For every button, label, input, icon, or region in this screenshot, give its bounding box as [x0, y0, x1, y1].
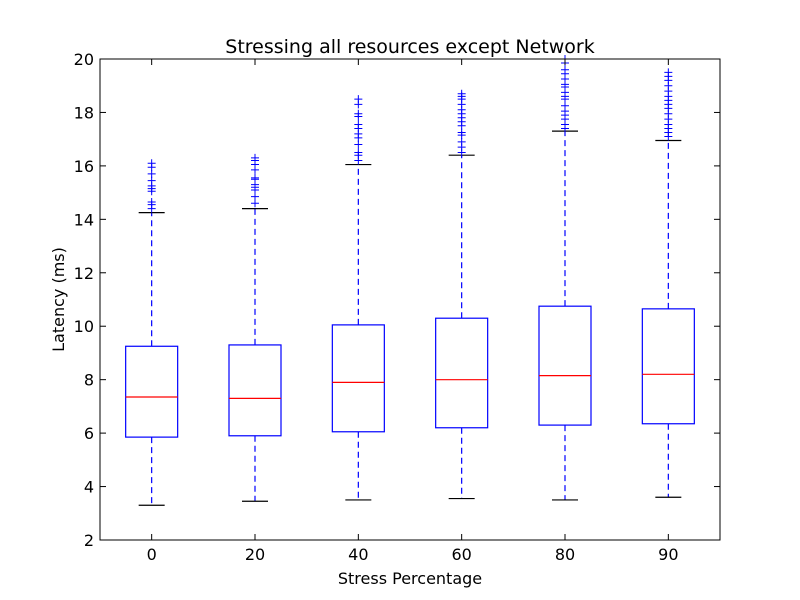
box-group-80	[538, 55, 592, 501]
flier-point	[457, 128, 466, 137]
box-group-90	[641, 68, 695, 498]
flier-point	[147, 197, 156, 206]
chart-title: Stressing all resources except Network	[225, 36, 594, 58]
y-tick-label: 4	[84, 478, 94, 497]
y-tick-label: 2	[84, 531, 94, 550]
box-group-60	[435, 89, 489, 500]
x-tick-label: 80	[555, 545, 575, 564]
plot-frame	[99, 58, 721, 541]
box-iqr	[331, 324, 385, 433]
flier-point	[251, 192, 259, 201]
x-tick-label: 40	[348, 545, 368, 564]
y-tick-label: 18	[74, 103, 94, 122]
flier-point	[147, 169, 156, 178]
flier-point	[457, 137, 466, 146]
flier-point	[251, 173, 259, 182]
y-tick-label: 6	[84, 424, 94, 443]
y-axis-label: Latency (ms)	[49, 247, 68, 352]
y-tick-label: 8	[84, 371, 94, 390]
flier-point	[354, 120, 363, 129]
box-group-40	[331, 95, 385, 501]
flier-point	[561, 101, 569, 110]
flier-point	[561, 65, 569, 74]
flier-point	[354, 95, 363, 104]
flier-point	[664, 68, 673, 77]
flier-point	[251, 199, 259, 208]
x-tick-label: 0	[147, 545, 157, 564]
plot-background	[100, 59, 720, 540]
flier-point	[147, 176, 156, 185]
flier-point	[147, 159, 156, 168]
box-group-20	[228, 153, 282, 502]
flier-point	[251, 153, 259, 162]
box-iqr	[228, 344, 282, 437]
x-axis-ticks: 0 20 40 60 80 90	[147, 59, 679, 564]
box-iqr	[125, 345, 179, 438]
y-tick-label: 16	[74, 157, 94, 176]
flier-point	[354, 109, 363, 118]
x-tick-label: 60	[451, 545, 471, 564]
x-tick-label: 20	[245, 545, 265, 564]
flier-point	[354, 140, 363, 149]
y-tick-label: 20	[74, 50, 94, 69]
x-axis-label: Stress Percentage	[338, 569, 482, 588]
flier-point	[457, 89, 466, 98]
y-tick-label: 12	[74, 264, 94, 283]
flier-point	[354, 148, 363, 157]
box-group-0	[125, 159, 179, 506]
y-tick-label: 14	[74, 210, 94, 229]
y-tick-label: 10	[74, 317, 94, 336]
box-iqr	[538, 305, 592, 426]
box-iqr	[641, 308, 695, 425]
y-axis-ticks: 2 4 6 8 10 12 14 16 18 20	[74, 50, 720, 550]
box-iqr	[435, 317, 489, 429]
x-tick-label: 90	[658, 545, 678, 564]
box-plot-marks	[125, 55, 695, 506]
